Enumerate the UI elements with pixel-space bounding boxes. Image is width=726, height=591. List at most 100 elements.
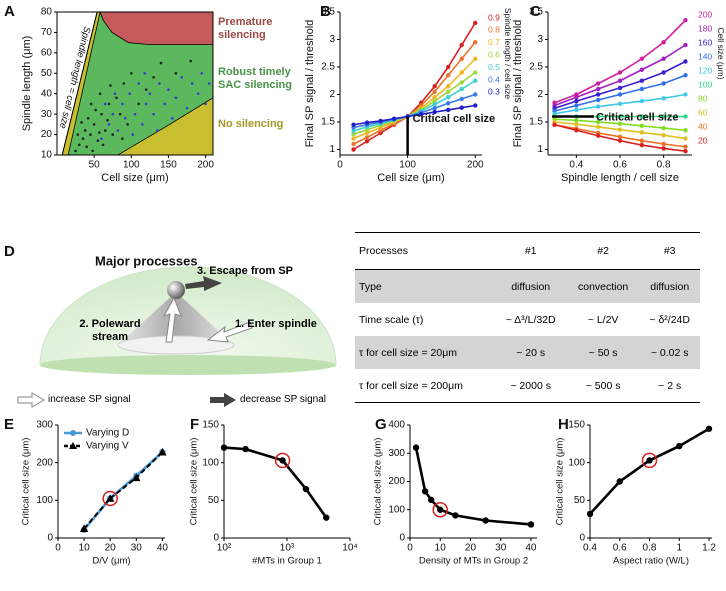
- marker: [617, 138, 623, 143]
- dot: [126, 123, 129, 126]
- arrow-poleward: [162, 296, 182, 343]
- annotation: Critical cell size: [596, 111, 679, 123]
- marker: [459, 105, 464, 110]
- marker: [279, 457, 286, 464]
- x-tick-label: 0: [55, 543, 61, 554]
- marker: [595, 104, 601, 109]
- marker: [427, 496, 435, 504]
- legend-label: Varying D: [86, 428, 129, 439]
- series-label: 0.5: [488, 62, 500, 72]
- reference-line: [61, 11, 98, 156]
- marker: [639, 56, 645, 61]
- y-tick-label: 1.5: [529, 117, 543, 128]
- region-label: No silencing: [218, 118, 284, 130]
- marker: [351, 141, 356, 147]
- dot: [174, 96, 178, 100]
- x-axis-label: Cell size (μm): [101, 172, 168, 184]
- dot: [152, 112, 155, 116]
- marker: [595, 133, 601, 138]
- table-cell: Type: [355, 269, 495, 303]
- panel-letter: D: [4, 243, 15, 260]
- marker: [683, 73, 688, 78]
- series-label: 20: [698, 135, 708, 145]
- dot: [163, 102, 167, 106]
- dot: [167, 88, 170, 91]
- dot: [121, 137, 124, 140]
- marker: [639, 142, 645, 148]
- dot: [98, 92, 102, 96]
- marker: [459, 80, 464, 85]
- series-line: [589, 427, 710, 515]
- y-axis-label: Critical cell size (μm): [189, 438, 200, 526]
- marker: [552, 122, 557, 127]
- dot: [77, 143, 81, 147]
- marker: [617, 127, 623, 132]
- dot: [190, 82, 194, 85]
- y-tick-label: 2.5: [321, 62, 335, 73]
- process-table: Processes #1 #2 #3 Type diffusion convection di…: [355, 232, 700, 403]
- y-tick-label: 0: [213, 533, 219, 544]
- x-tick-label: 10²: [217, 543, 232, 554]
- marker: [473, 103, 478, 108]
- x-tick-label: 40: [157, 543, 169, 554]
- y-tick-label: 300: [388, 448, 405, 459]
- legend-title: Cell size (μm): [716, 27, 726, 79]
- marker: [661, 146, 666, 151]
- dot: [189, 59, 193, 63]
- y-tick-label: 70: [41, 27, 53, 38]
- x-tick-label: 1.2: [702, 543, 716, 554]
- series-label: 0.8: [488, 25, 500, 35]
- dot: [170, 116, 174, 120]
- x-tick-label: 0.4: [583, 543, 597, 554]
- x-tick-label: 50: [89, 160, 101, 171]
- series-line: [83, 451, 164, 531]
- dot: [121, 102, 124, 106]
- table-cell: #1: [494, 232, 567, 270]
- x-tick-label: 40: [525, 543, 537, 554]
- marker: [661, 141, 666, 147]
- table-cell: ~ 2000 s: [494, 369, 567, 403]
- dot: [89, 133, 92, 136]
- y-axis-label: Critical cell size (μm): [21, 438, 32, 526]
- table-cell: diffusion: [639, 269, 700, 303]
- highlight-ring: [274, 452, 291, 469]
- dot: [207, 82, 211, 85]
- x-tick-label: 20: [465, 543, 477, 554]
- marker: [683, 148, 688, 154]
- dot: [89, 102, 93, 106]
- marker: [351, 131, 356, 137]
- marker: [574, 118, 579, 123]
- marker: [661, 70, 666, 75]
- marker: [242, 445, 249, 453]
- marker: [473, 40, 478, 45]
- y-tick-label: 0: [579, 533, 585, 544]
- table-cell: #2: [566, 232, 640, 270]
- x-tick-label: 0.6: [613, 543, 627, 554]
- series-label: 60: [698, 107, 708, 117]
- series-label: 140: [698, 51, 712, 61]
- series-label: 180: [698, 23, 712, 33]
- dot: [131, 133, 135, 136]
- x-tick-label: 10³: [280, 543, 295, 554]
- highlight-ring: [432, 502, 448, 518]
- table-cell: ~ 20 s: [494, 336, 567, 369]
- cell-base: [40, 355, 336, 375]
- dot: [94, 108, 97, 112]
- y-tick-label: 0: [399, 533, 405, 544]
- spindle-pole: [167, 281, 185, 299]
- marker: [432, 95, 437, 100]
- marker: [445, 95, 451, 100]
- y-tick-label: 0: [47, 533, 53, 544]
- annotation: Critical cell size: [413, 113, 496, 125]
- marker: [639, 138, 645, 143]
- marker: [639, 86, 645, 92]
- marker: [445, 107, 451, 113]
- marker: [617, 92, 623, 97]
- x-tick-label: 0: [407, 543, 413, 554]
- x-tick-label: 100: [399, 160, 416, 171]
- y-tick-label: 2: [537, 89, 543, 100]
- marker: [639, 130, 645, 135]
- y-axis-label: Critical cell size (μm): [555, 438, 566, 526]
- legend-marker: [69, 442, 77, 449]
- marker: [705, 425, 713, 432]
